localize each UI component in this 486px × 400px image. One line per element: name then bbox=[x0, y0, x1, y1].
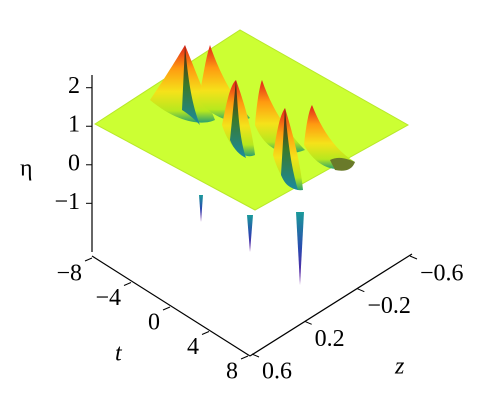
zlabel: η bbox=[20, 156, 33, 182]
t-axis bbox=[91, 255, 251, 357]
xlabel: t bbox=[115, 341, 123, 367]
x-tick-label: −8 bbox=[56, 261, 82, 287]
ylabel: z bbox=[394, 354, 405, 380]
y-tick-label: 0.6 bbox=[262, 359, 292, 385]
x-tick bbox=[201, 331, 210, 335]
z-tick-label: −1 bbox=[54, 189, 80, 215]
y-tick bbox=[357, 288, 365, 293]
z-tick-label: 1 bbox=[68, 112, 80, 138]
z-tick-label: 2 bbox=[68, 73, 80, 99]
x-tick bbox=[84, 257, 93, 262]
y-tick bbox=[251, 353, 260, 358]
x-tick-label: −4 bbox=[95, 285, 121, 311]
y-tick-label: −0.6 bbox=[420, 261, 464, 287]
y-tick-label: 0.2 bbox=[315, 326, 345, 352]
x-tick bbox=[123, 282, 132, 286]
x-tick-label: 8 bbox=[226, 359, 238, 385]
x-tick-label: 4 bbox=[187, 334, 199, 360]
surface bbox=[94, 29, 410, 285]
z-axis bbox=[249, 253, 413, 357]
x-tick bbox=[162, 306, 171, 311]
y-tick bbox=[409, 255, 418, 260]
x-tick bbox=[240, 355, 249, 360]
y-tick bbox=[304, 320, 312, 325]
z-tick-label: 0 bbox=[68, 150, 80, 176]
axes bbox=[91, 75, 413, 357]
y-tick-label: −0.2 bbox=[367, 293, 411, 319]
x-tick-label: 0 bbox=[148, 310, 160, 336]
